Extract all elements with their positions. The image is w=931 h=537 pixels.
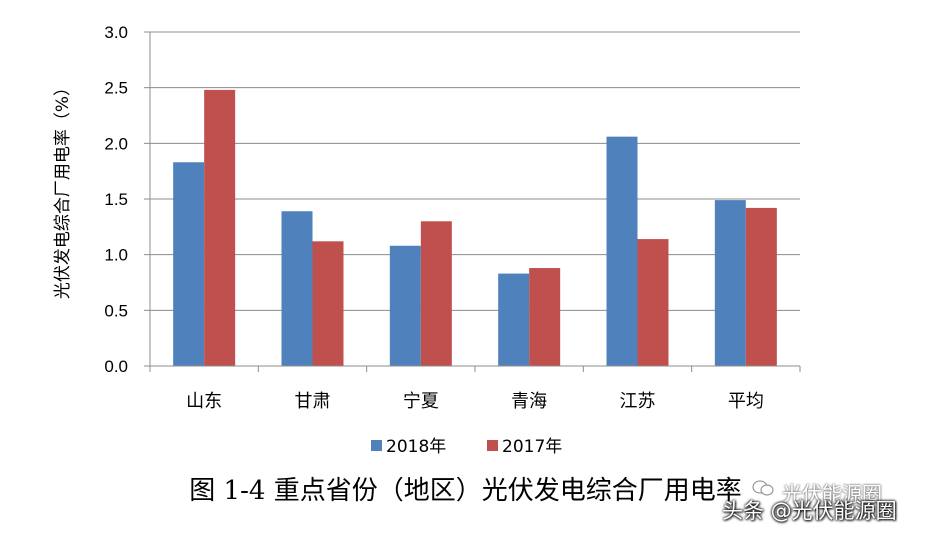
y-tick-label: 0.5 (104, 301, 128, 320)
y-tick-label: 2.5 (104, 79, 128, 98)
x-category-label: 青海 (511, 391, 547, 412)
bar-2018年-宁夏 (389, 245, 421, 366)
bars (173, 89, 777, 366)
watermark-top: 光伏能源圈 (782, 482, 882, 506)
legend: 2018年 2017年 (371, 437, 562, 457)
bar-2018年-山东 (173, 162, 205, 366)
bar-2017年-青海 (529, 268, 561, 366)
y-tick-label: 1.0 (104, 246, 128, 265)
legend-label: 2017年 (502, 437, 562, 457)
legend-swatch (487, 440, 498, 451)
y-tick-labels: 0.0 0.5 1.0 1.5 2.0 2.5 3.0 (104, 23, 128, 376)
bar-2017年-山东 (204, 89, 236, 366)
bar-2017年-江苏 (637, 239, 669, 366)
bar-2017年-甘肃 (312, 241, 344, 366)
y-tick-label: 2.0 (104, 134, 128, 153)
watermark-bottom: 头条 @光伏能源圈 (722, 499, 897, 523)
gridlines (144, 31, 800, 367)
legend-label: 2018年 (386, 437, 446, 457)
y-tick-label: 3.0 (104, 23, 128, 42)
bar-2017年-宁夏 (420, 221, 452, 366)
bar-2018年-甘肃 (281, 211, 313, 366)
x-category-label: 平均 (728, 391, 764, 412)
axes (149, 32, 801, 372)
bar-2018年-青海 (498, 273, 530, 366)
watermark-logo-icon (752, 480, 774, 496)
x-category-label: 江苏 (620, 391, 656, 412)
bar-chart: 0.0 0.5 1.0 1.5 2.0 2.5 3.0 山东 甘肃 宁夏 青海 江苏 平均 光伏发电综… (53, 23, 801, 457)
bar-2018年-平均 (714, 200, 746, 366)
y-tick-label: 0.0 (104, 357, 128, 376)
bar-2018年-江苏 (606, 136, 638, 366)
x-category-label: 山东 (186, 391, 222, 412)
y-tick-label: 1.5 (104, 190, 128, 209)
legend-swatch (371, 440, 382, 451)
y-axis-label: 光伏发电综合厂用电率（%） (53, 79, 73, 299)
x-category-label: 宁夏 (403, 391, 439, 412)
x-category-label: 甘肃 (295, 391, 331, 412)
bar-2017年-平均 (745, 207, 777, 366)
figure-caption: 图 1-4 重点省份（地区）光伏发电综合厂用电率 (189, 476, 742, 506)
x-category-labels: 山东 甘肃 宁夏 青海 江苏 平均 (186, 391, 764, 412)
